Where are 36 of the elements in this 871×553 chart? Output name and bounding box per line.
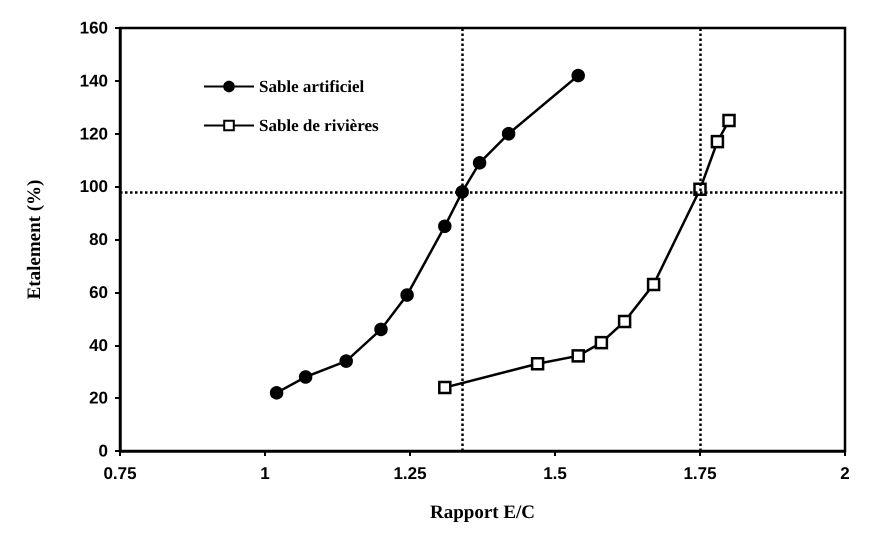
y-tick-label: 80 bbox=[89, 230, 108, 249]
x-tick-label: 1.25 bbox=[393, 464, 427, 483]
point bbox=[502, 127, 516, 140]
point bbox=[646, 278, 660, 292]
x-tick-label: 2 bbox=[840, 464, 850, 483]
y-tick-label: 140 bbox=[80, 71, 108, 90]
point bbox=[339, 354, 353, 368]
y-tick-label: 100 bbox=[80, 177, 108, 196]
point bbox=[472, 156, 486, 170]
point bbox=[438, 380, 452, 394]
y-tick-label: 0 bbox=[98, 442, 108, 460]
x-tick-label: 1.75 bbox=[683, 464, 717, 483]
legend-label: Sable artificiel bbox=[259, 77, 365, 96]
point bbox=[374, 322, 388, 336]
point bbox=[618, 314, 632, 328]
x-tick-label: 0.75 bbox=[103, 464, 137, 483]
y-tick-label: 40 bbox=[89, 336, 108, 355]
y-tick-label: 20 bbox=[89, 388, 108, 408]
y-tick-label: 60 bbox=[89, 282, 108, 302]
point bbox=[438, 220, 452, 234]
point bbox=[722, 114, 736, 128]
point bbox=[710, 134, 724, 148]
point bbox=[571, 68, 585, 82]
point bbox=[270, 386, 284, 400]
x-tick-label: 1.5 bbox=[543, 464, 567, 483]
x-axis-title: Rapport E/C bbox=[430, 502, 536, 523]
y-tick-label: 160 bbox=[80, 18, 108, 38]
y-tick-label: 120 bbox=[80, 124, 108, 144]
point bbox=[571, 349, 585, 363]
legend-label: Sable de rivières bbox=[259, 116, 379, 135]
point bbox=[298, 370, 312, 384]
x-tick-label: 1 bbox=[260, 464, 270, 483]
point bbox=[594, 336, 608, 350]
y-axis-title: Etalement (%) bbox=[24, 180, 45, 300]
point bbox=[530, 357, 544, 371]
point bbox=[400, 288, 414, 302]
